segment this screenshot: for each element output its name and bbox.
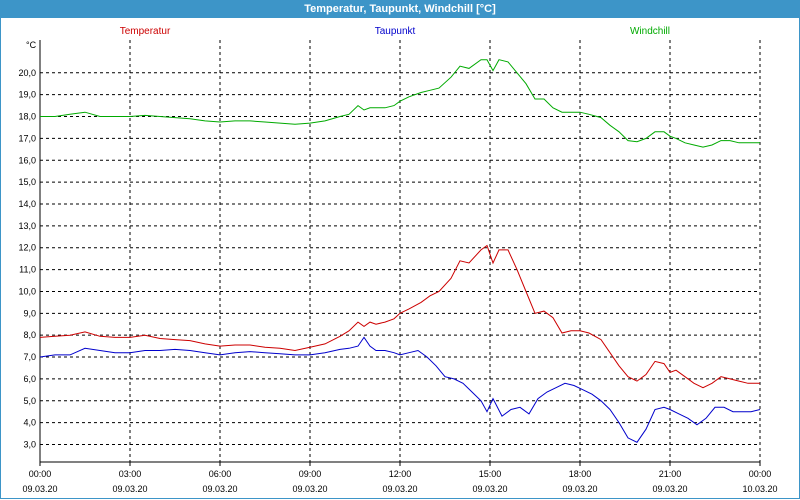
- x-tick-date-label: 09.03.20: [112, 484, 147, 494]
- y-tick-label: 12,0: [18, 243, 36, 253]
- y-tick-label: 19,0: [18, 90, 36, 100]
- chart-title-bar: Temperatur, Taupunkt, Windchill [°C]: [0, 0, 800, 18]
- x-tick-time-label: 09:00: [299, 469, 322, 479]
- x-tick-date-label: 09.03.20: [382, 484, 417, 494]
- x-tick-time-label: 18:00: [569, 469, 592, 479]
- y-axis-ticks: 3,0 4,0 5,0 6,0 7,0 8,0 9,0 10,0 11,0 12,0 13,0 14,…: [18, 68, 36, 450]
- series-line-windchill: [40, 59, 760, 148]
- x-tick-date-label: 09.03.20: [562, 484, 597, 494]
- series-lines: [39, 59, 761, 443]
- y-tick-label: 16,0: [18, 155, 36, 165]
- y-tick-label: 8,0: [23, 330, 36, 340]
- x-tick-time-label: 15:00: [479, 469, 502, 479]
- x-tick-date-label: 09.03.20: [652, 484, 687, 494]
- legend: Temperatur Taupunkt Windchill: [120, 26, 670, 37]
- y-tick-label: 15,0: [18, 177, 36, 187]
- y-tick-label: 17,0: [18, 133, 36, 143]
- x-tick-date-label: 09.03.20: [22, 484, 57, 494]
- x-tick-time-label: 06:00: [209, 469, 232, 479]
- series-line-temperatur: [39, 244, 760, 389]
- y-tick-label: 20,0: [18, 68, 36, 78]
- legend-item-taupunkt: Taupunkt: [375, 26, 416, 37]
- x-tick-date-label: 09.03.20: [292, 484, 327, 494]
- y-axis-label: °C: [26, 40, 37, 50]
- chart-title: Temperatur, Taupunkt, Windchill [°C]: [304, 3, 496, 15]
- y-tick-label: 14,0: [18, 199, 36, 209]
- x-axis-ticks: 00:00 09.03.20 03:00 09.03.20 06:00 09.03.20 0…: [22, 462, 778, 494]
- y-tick-label: 7,0: [23, 352, 36, 362]
- x-tick-time-label: 21:00: [659, 469, 682, 479]
- x-tick-date-label: 09.03.20: [202, 484, 237, 494]
- y-tick-label: 10,0: [18, 286, 36, 296]
- y-tick-label: 18,0: [18, 112, 36, 122]
- series-line-taupunkt: [39, 336, 761, 443]
- x-tick-time-label: 03:00: [119, 469, 142, 479]
- y-tick-label: 9,0: [23, 308, 36, 318]
- legend-item-windchill: Windchill: [630, 26, 670, 37]
- x-tick-time-label: 12:00: [389, 469, 412, 479]
- y-tick-label: 6,0: [23, 374, 36, 384]
- y-tick-label: 3,0: [23, 440, 36, 450]
- grid-lines: [40, 40, 761, 462]
- x-tick-date-label: 10.03.20: [742, 484, 777, 494]
- y-tick-label: 11,0: [19, 265, 36, 275]
- y-tick-label: 4,0: [23, 418, 36, 428]
- x-tick-date-label: 09.03.20: [472, 484, 507, 494]
- y-tick-label: 13,0: [18, 221, 36, 231]
- legend-item-temperatur: Temperatur: [120, 26, 171, 37]
- y-tick-label: 5,0: [23, 396, 36, 406]
- x-tick-time-label: 00:00: [29, 469, 52, 479]
- x-tick-time-label: 00:00: [749, 469, 772, 479]
